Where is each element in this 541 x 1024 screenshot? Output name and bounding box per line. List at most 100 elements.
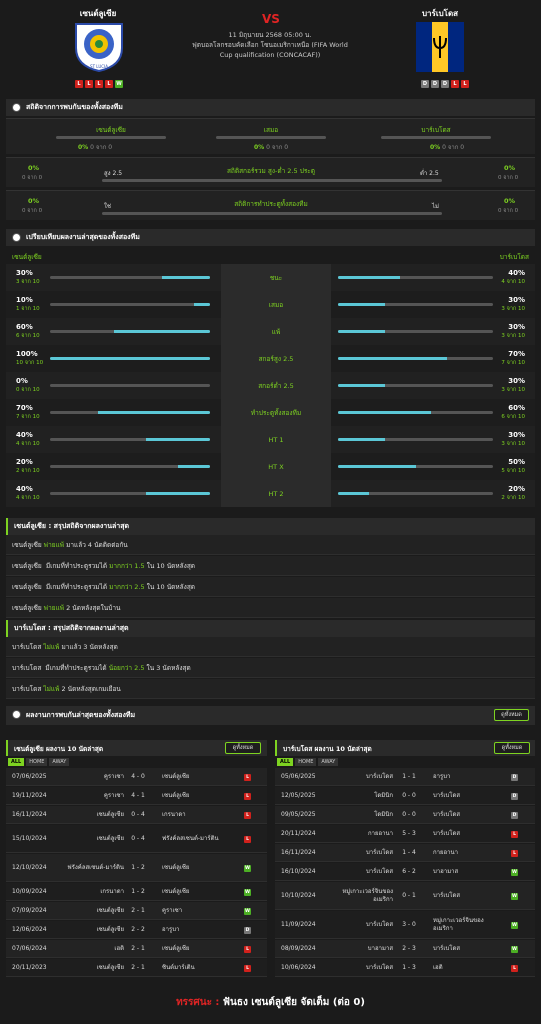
compare-row: 40% 4 จาก 10 HT 2 20% 2 จาก 10 [6,480,535,507]
match-row[interactable]: 05/06/2025 บาร์เบโดส 1 - 1 อารูบา D [275,768,535,786]
match-row[interactable]: 12/05/2025 โดมินิก 0 - 0 บาร์เบโดส D [275,787,535,805]
compare-home-bar [50,276,210,279]
match-row[interactable]: 20/11/2024 กายอานา 5 - 3 บาร์เบโดส L [275,825,535,843]
compare-away-bar-fill [338,384,385,387]
match-score: 2 - 1 [131,907,145,914]
compare-row: 10% 1 จาก 10 เสมอ 30% 3 จาก 10 [6,291,535,318]
match-away-team: ฟรังค์ลสเซนต์-มาร์ติน [162,835,219,842]
match-date: 20/11/2024 [281,830,316,837]
compare-home-bar-fill [146,492,210,495]
match-row[interactable]: 11/09/2024 บาร์เบโดส 3 - 0 หมู่เกาะเวอร์จิน… [275,911,535,939]
home-tab-home[interactable]: HOME [26,758,48,766]
compare-home-label: เซนต์ลูเซีย [12,253,42,261]
match-score: 4 - 0 [131,773,145,780]
match-row[interactable]: 20/11/2023 เซนต์ลูเซีย 2 - 1 ซินต์มาร์เติน L [6,959,267,977]
compare-home-sub: 10 จาก 10 [16,360,44,366]
compare-home-bar-fill [50,357,210,360]
summary-text: ใน 10 นัดหลังสุด [144,582,196,591]
match-row[interactable]: 16/11/2024 บาร์เบโดส 1 - 4 กายอานา L [275,844,535,862]
compare-away-sub: 2 จาก 10 [501,495,525,501]
match-row[interactable]: 09/05/2025 โดมินิก 0 - 0 บาร์เบโดส D [275,806,535,824]
home-recent-title: เซนต์ลูเซีย ผลงาน 10 นัดล่าสุด [14,745,104,753]
btts-title: สถิติการทำประตูทั้งสองทีม [234,200,308,208]
match-away-team: หมู่เกาะเวอร์จินของอเมริกา [433,917,484,932]
compare-home-pct: 100% [16,350,38,358]
away-tab-all[interactable]: ALL [277,758,294,766]
home-team-crest[interactable]: ST LUCIA [72,22,126,73]
goals-left-pct: 0% [28,164,40,172]
compare-away-bar-fill [338,330,385,333]
home-recent-tabs: ALL HOME AWAY [8,758,70,766]
compare-away-pct: 70% [508,350,525,358]
compare-row: 60% 6 จาก 10 แพ้ 30% 3 จาก 10 [6,318,535,345]
away-tab-home[interactable]: HOME [295,758,317,766]
match-row[interactable]: 07/06/2024 เฮติ 2 - 1 เซนต์ลูเซีย L [6,940,267,958]
match-score: 3 - 0 [402,921,416,928]
match-result-badge: L [244,792,251,800]
compare-metric-label: สกอร์สูง 2.5 [221,345,331,372]
home-form-badge: W [115,80,123,88]
compare-away-bar [338,330,493,333]
away-view-all-button[interactable]: ดูทั้งหมด [494,742,530,754]
compare-home-bar-fill [146,438,210,441]
away-team-flag[interactable] [416,22,464,72]
compare-away-bar-fill [338,276,400,279]
home-form-badge: L [85,80,93,88]
home-form-badge: L [75,80,83,88]
compare-away-sub: 3 จาก 10 [501,306,525,312]
away-tab-away[interactable]: AWAY [318,758,339,766]
compare-metric-label: ทำประตูทั้งสองทีม [221,399,331,426]
summary-row: เซนต์ลูเซีย มีเกมที่ทำประตูรวมได้ มากกว่… [6,556,535,576]
match-home-team: เซนต์ลูเซีย [96,811,124,818]
match-away-team: ซินต์มาร์เติน [162,964,195,971]
home-tab-away[interactable]: AWAY [49,758,70,766]
home-view-all-button[interactable]: ดูทั้งหมด [225,742,261,754]
compare-home-pct: 0% [16,377,28,385]
match-date: 10/09/2024 [12,888,47,895]
compare-row: 30% 3 จาก 10 ชนะ 40% 4 จาก 10 [6,264,535,291]
match-row[interactable]: 12/10/2024 ฟรังค์ลสเซนต์-มาร์ติน 1 - 2 เซนต… [6,854,267,882]
match-row[interactable]: 08/09/2024 บาฮามาส 2 - 3 บาร์เบโดส W [275,940,535,958]
btts-no-label: ไม่ [432,203,439,210]
match-row[interactable]: 10/10/2024 หมู่เกาะเวอร์จินของอเมริกา 0 - … [275,882,535,910]
compare-home-bar [50,330,210,333]
match-row[interactable]: 15/10/2024 เซนต์ลูเซีย 0 - 4 ฟรังค์ลสเซนต์-… [6,825,267,853]
compare-metric-label: HT 1 [221,426,331,453]
match-row[interactable]: 19/11/2024 คูราเซา 4 - 1 เซนต์ลูเซีย L [6,787,267,805]
compare-metric-label: เสมอ [221,291,331,318]
match-result-badge: W [511,945,518,953]
summary-text: บาร์เบโดส มีเกมที่ทำประตูรวมได้ [12,663,109,672]
match-result-badge: L [244,835,251,843]
compare-home-pct: 40% [16,485,33,493]
home-tab-all[interactable]: ALL [8,758,25,766]
match-date: 07/06/2024 [12,945,47,952]
home-team-name[interactable]: เซนต์ลูเซีย [79,9,117,18]
compare-away-sub: 3 จาก 10 [501,441,525,447]
match-result-badge: W [511,921,518,929]
match-away-team: เซนต์ลูเซีย [162,945,190,952]
match-away-team: เซนต์ลูเซีย [162,792,190,799]
away-team-name[interactable]: บาร์เบโดส [421,9,459,18]
match-row[interactable]: 16/10/2024 บาร์เบโดส 6 - 2 บาฮามาส W [275,863,535,881]
view-all-button[interactable]: ดูทั้งหมด [494,709,529,721]
match-row[interactable]: 10/06/2024 บาร์เบโดส 1 - 3 เฮติ L [275,959,535,977]
compare-away-sub: 6 จาก 10 [501,414,525,420]
match-row[interactable]: 12/06/2024 เซนต์ลูเซีย 2 - 2 อารูบา D [6,921,267,939]
match-row[interactable]: 07/09/2024 เซนต์ลูเซีย 2 - 1 คูราเซา W [6,902,267,920]
match-row[interactable]: 10/09/2024 เกรนาดา 1 - 2 เซนต์ลูเซีย W [6,883,267,901]
football-icon [12,233,21,242]
match-away-team: บาร์เบโดส [433,811,461,818]
home-form-badge: L [95,80,103,88]
compare-away-bar [338,411,493,414]
match-away-team: กายอานา [433,849,458,856]
match-row[interactable]: 16/11/2024 เซนต์ลูเซีย 0 - 4 เกรนาดา L [6,806,267,824]
match-date: 10/10/2024 [281,892,316,899]
match-date: 12/05/2025 [281,792,316,799]
match-score: 2 - 1 [131,945,145,952]
match-home-team: ฟรังค์ลสเซนต์-มาร์ติน [67,864,124,871]
match-row[interactable]: 07/06/2025 คูราเซา 4 - 0 เซนต์ลูเซีย L [6,768,267,786]
away-recent-header: บาร์เบโดส ผลงาน 10 นัดล่าสุด [275,740,535,756]
match-result-badge: W [511,892,518,900]
compare-row: 100% 10 จาก 10 สกอร์สูง 2.5 70% 7 จาก 10 [6,345,535,372]
